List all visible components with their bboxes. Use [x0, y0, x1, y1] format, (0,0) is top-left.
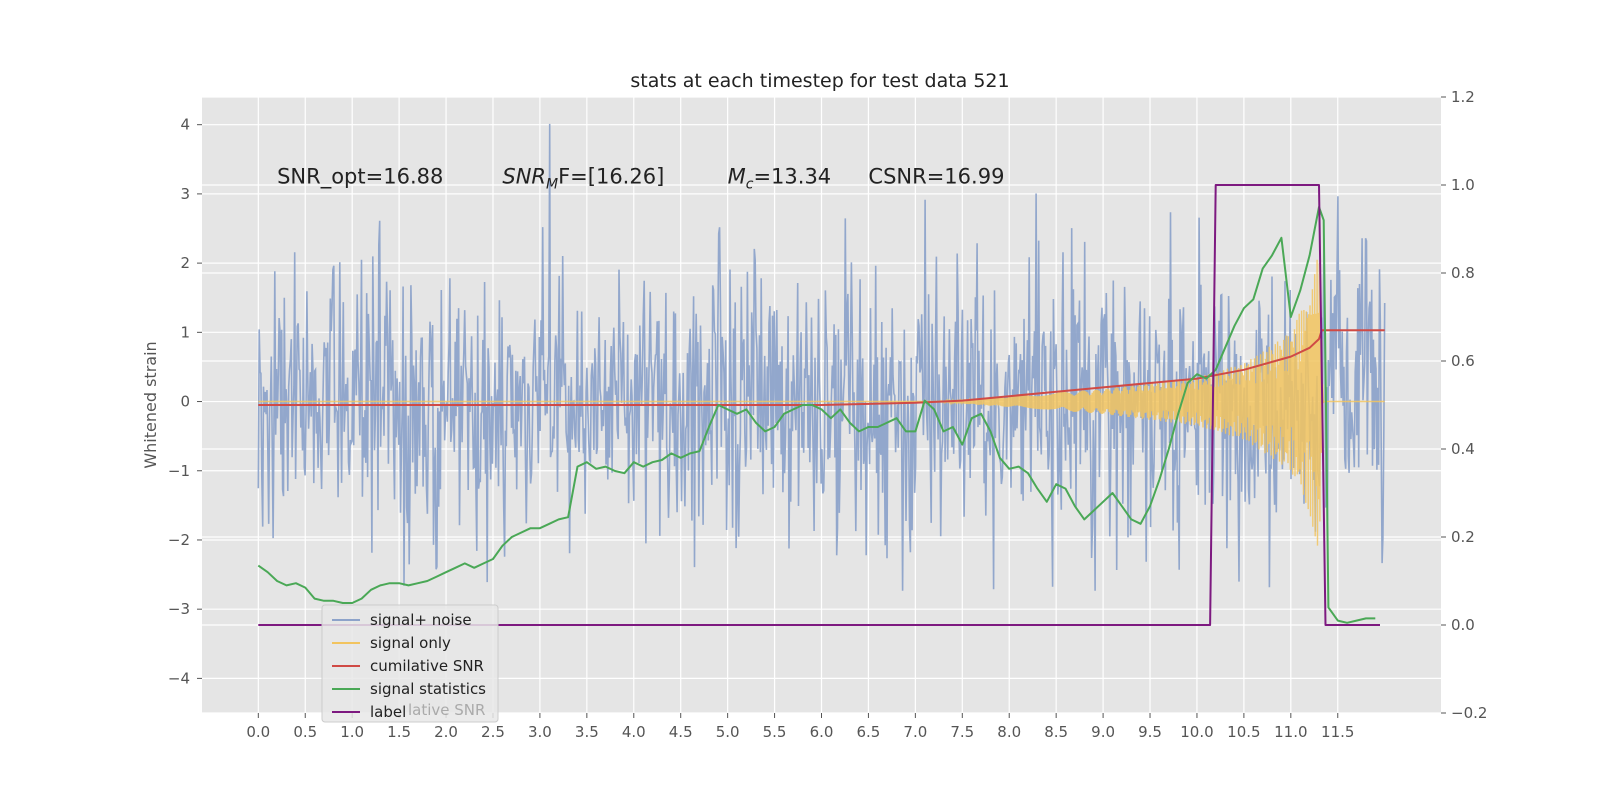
plot-layer: 0.0 0.5 1.0 1.5 2.0 2.5 3.0 3.5 4.0 4.5 5.0 5.5 6.0 6… [168, 88, 1488, 741]
annotation-subscript: c [746, 177, 754, 193]
x-tick-label: 7.0 [903, 723, 927, 741]
x-tick-label: 6.5 [857, 723, 881, 741]
y-tick-label: 3 [180, 185, 190, 203]
annotation-rest: =13.34 [753, 165, 831, 189]
annotation-rest: F=[16.26] [558, 165, 664, 189]
x-tick-label: 10.0 [1180, 723, 1213, 741]
y2-tick-label: 0.2 [1451, 528, 1475, 546]
x-tick-label: 4.5 [669, 723, 693, 741]
y2-tick-label: 1.2 [1451, 88, 1475, 106]
legend-label: cumilative SNR [370, 657, 484, 675]
x-tick-label: 0.5 [293, 723, 317, 741]
x-tick-label: 1.5 [387, 723, 411, 741]
legend-label: signal statistics [370, 680, 486, 698]
x-tick-label: 11.5 [1321, 723, 1354, 741]
series-signal-statistics [257, 206, 1376, 624]
y2-tick-label: 0.4 [1451, 440, 1475, 458]
y2-tick-label: −0.2 [1451, 704, 1487, 722]
y2-tick-label: 0.0 [1451, 616, 1475, 634]
chart-title: stats at each timestep for test data 521 [630, 70, 1009, 92]
annotation-2: Mc=13.34 [728, 165, 832, 193]
y-tick-label: 2 [180, 254, 190, 272]
y2-tick-label: 0.8 [1451, 264, 1475, 282]
series-signal-only [258, 259, 1385, 546]
series-cumulative-snr [258, 329, 1385, 406]
x-tick-label: 1.0 [340, 723, 364, 741]
x-tick-label: 8.0 [997, 723, 1021, 741]
legend-box [321, 604, 499, 723]
x-tick-label: 0.0 [246, 723, 270, 741]
annotation-0: SNR_opt=16.88 [277, 165, 443, 190]
y-tick-label: 4 [180, 116, 190, 134]
x-tick-label: 10.5 [1227, 723, 1260, 741]
x-tick-label: 11.0 [1274, 723, 1307, 741]
y-tick-label: −3 [168, 600, 190, 618]
y-tick-label: −2 [168, 531, 190, 549]
y2-tick-label: 0.6 [1451, 352, 1475, 370]
x-tick-label: 4.0 [622, 723, 646, 741]
y-tick-label: 1 [180, 323, 190, 341]
y-tick-label: 0 [180, 393, 190, 411]
x-tick-label: 5.0 [716, 723, 740, 741]
x-tick-label: 3.5 [575, 723, 599, 741]
series-label [258, 184, 1380, 626]
x-tick-label: 8.5 [1044, 723, 1068, 741]
annotation-1: SNRMF=[16.26] [502, 165, 664, 193]
y-tick-label: −1 [168, 462, 190, 480]
legend: lative SNR signal+ noise signal only cumila… [321, 604, 499, 723]
legend-label: label [370, 703, 406, 721]
y-tick-label: −4 [168, 669, 190, 687]
x-tick-label: 6.0 [810, 723, 834, 741]
y2-tick-label: 1.0 [1451, 176, 1475, 194]
annotation-3: CSNR=16.99 [868, 165, 1004, 189]
legend-label: signal+ noise [370, 611, 472, 629]
x-tick-label: 7.5 [950, 723, 974, 741]
x-tick-label: 3.0 [528, 723, 552, 741]
legend-hidden-text: lative SNR [408, 701, 485, 719]
legend-label: signal only [370, 634, 451, 652]
x-tick-label: 9.5 [1138, 723, 1162, 741]
x-tick-label: 9.0 [1091, 723, 1115, 741]
annotation-base: M [728, 165, 746, 189]
annotation-subscript: M [546, 177, 558, 193]
annotation-base: SNR [502, 165, 546, 189]
x-tick-label: 2.0 [434, 723, 458, 741]
x-tick-label: 2.5 [481, 723, 505, 741]
x-tick-label: 5.5 [763, 723, 787, 741]
y-axis-title: Whitened strain [141, 341, 160, 468]
